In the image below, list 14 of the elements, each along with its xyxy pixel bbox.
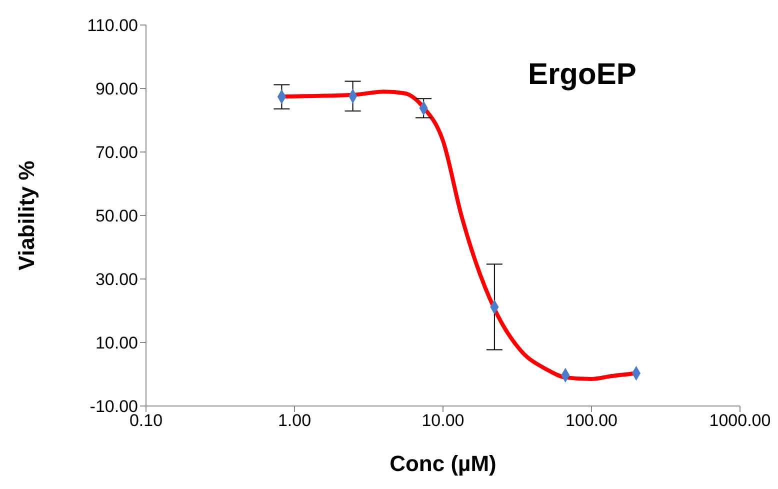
x-tick-label: 1000.00 [709, 411, 771, 430]
y-axis-title: Viability % [14, 160, 39, 270]
x-tick-label: 0.10 [129, 411, 163, 430]
x-tick-label: 10.00 [422, 411, 464, 430]
y-tick-label: 90.00 [95, 80, 138, 99]
x-axis-title: Conc (µM) [390, 451, 496, 476]
y-tick-label: 50.00 [95, 206, 138, 226]
y-tick-label: 110.00 [87, 16, 138, 36]
text: ErgoEP [528, 58, 636, 92]
y-tick-label: 10.00 [95, 334, 138, 353]
y-tick-label: 70.00 [95, 143, 138, 162]
x-tick-label: 1.00 [278, 411, 312, 430]
x-tick-label: 100.00 [566, 411, 618, 430]
y-tick-label: 30.00 [95, 270, 138, 290]
